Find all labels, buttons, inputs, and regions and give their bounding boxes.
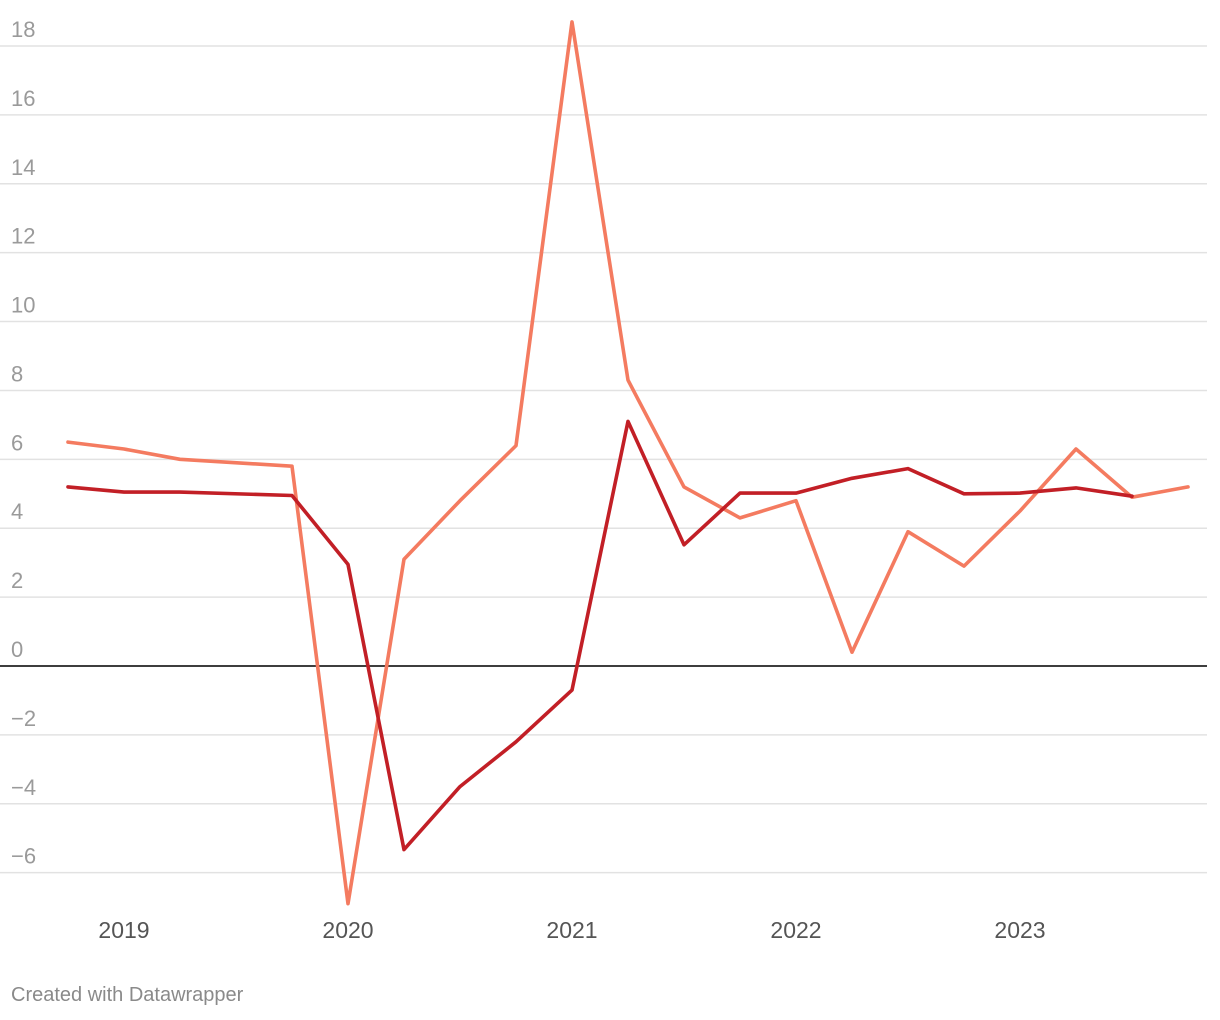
y-tick-label: 6 [11, 430, 23, 455]
x-tick-label: 2021 [546, 917, 597, 943]
series-line-light [66, 20, 1190, 906]
y-tick-label: −6 [11, 844, 36, 869]
y-tick-label: 18 [11, 17, 35, 42]
x-tick-label: 2020 [322, 917, 373, 943]
gridlines [0, 45, 1207, 874]
datawrapper-credit: Created with Datawrapper [11, 984, 244, 1006]
y-axis-tick-labels: 18 16 14 12 10 8 6 4 2 0 −2 −4 −6 [11, 17, 36, 869]
x-tick-label: 2023 [994, 917, 1045, 943]
y-tick-label: −2 [11, 706, 36, 731]
x-axis-tick-labels: 2019 2020 2021 2022 2023 [98, 917, 1045, 943]
y-tick-label: 10 [11, 293, 35, 318]
y-tick-label: 0 [11, 637, 23, 662]
x-tick-label: 2022 [770, 917, 821, 943]
x-tick-label: 2019 [98, 917, 149, 943]
y-tick-label: 12 [11, 224, 35, 249]
y-tick-label: 4 [11, 499, 23, 524]
y-tick-label: −4 [11, 775, 36, 800]
y-tick-label: 2 [11, 568, 23, 593]
series-line-dark [66, 419, 1134, 852]
series-lines [66, 20, 1190, 906]
y-tick-label: 14 [11, 155, 35, 180]
y-tick-label: 16 [11, 86, 35, 111]
y-tick-label: 8 [11, 361, 23, 386]
